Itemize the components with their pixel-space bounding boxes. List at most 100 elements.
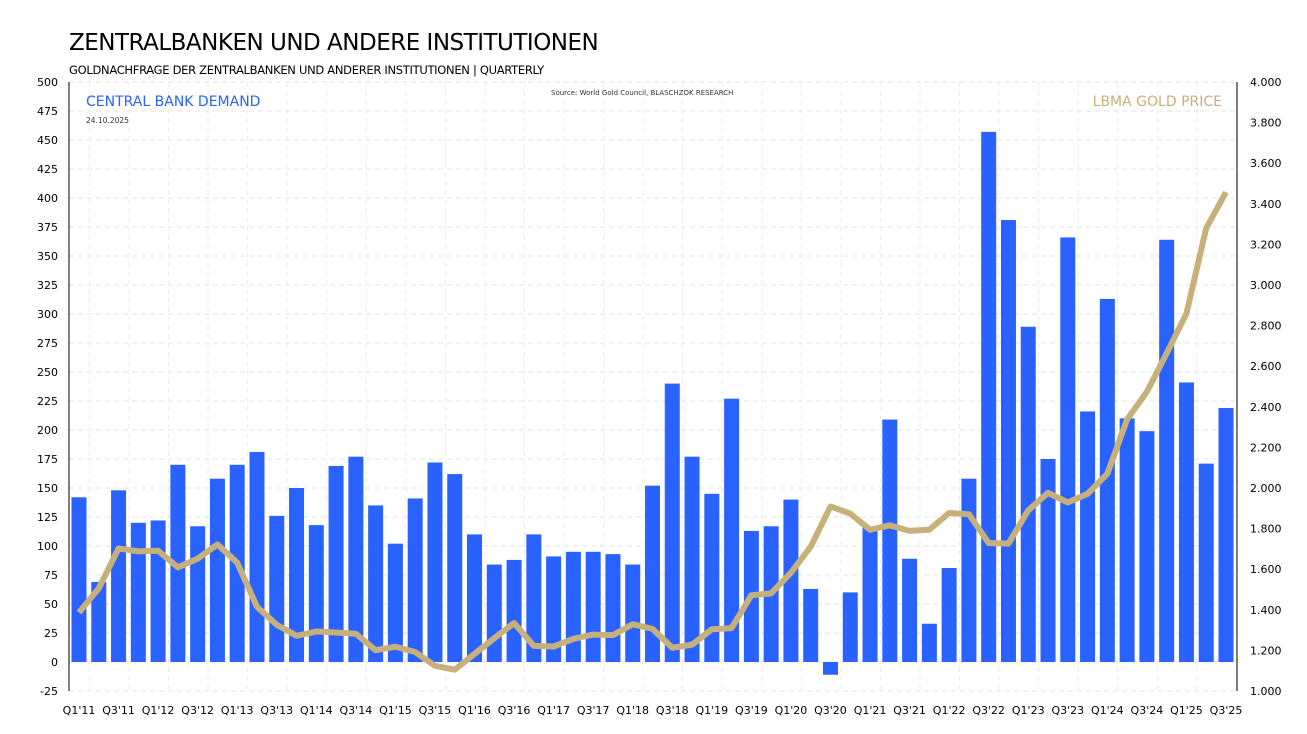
bar xyxy=(170,464,186,662)
bar xyxy=(467,534,483,662)
bar xyxy=(1000,220,1016,663)
left-tick-label: 225 xyxy=(37,395,58,408)
bar xyxy=(783,499,799,662)
x-tick-label: Q3'18 xyxy=(656,704,689,717)
x-tick-label: Q1'11 xyxy=(63,704,96,717)
x-tick-label: Q3'16 xyxy=(498,704,531,717)
bar xyxy=(348,456,364,662)
x-tick-label: Q3'15 xyxy=(419,704,452,717)
bar xyxy=(1080,411,1096,662)
x-tick-label: Q1'24 xyxy=(1091,704,1124,717)
bar xyxy=(585,551,601,662)
left-tick-label: 25 xyxy=(44,627,58,640)
bar xyxy=(130,522,146,662)
x-tick-label: Q1'15 xyxy=(379,704,412,717)
left-tick-label: 125 xyxy=(37,511,58,524)
bar xyxy=(308,525,324,662)
x-tick-label: Q3'22 xyxy=(972,704,1005,717)
bar xyxy=(150,520,166,662)
bar xyxy=(981,131,997,662)
bar xyxy=(822,662,838,675)
left-tick-label: 275 xyxy=(37,337,58,350)
right-tick-label: 2.800 xyxy=(1250,320,1282,333)
bar xyxy=(605,554,621,662)
bar xyxy=(1099,298,1115,662)
gold-price-line xyxy=(76,190,1229,673)
left-tick-label: 150 xyxy=(37,482,58,495)
right-tick-label: 2.000 xyxy=(1250,482,1282,495)
left-tick-label: 475 xyxy=(37,105,58,118)
right-tick-label: 2.600 xyxy=(1250,360,1282,373)
bar xyxy=(724,398,740,662)
chart-title: ZENTRALBANKEN UND ANDERE INSTITUTIONEN xyxy=(69,30,599,56)
x-tick-label: Q1'16 xyxy=(458,704,491,717)
bar xyxy=(941,568,957,662)
left-tick-label: 500 xyxy=(37,76,58,89)
bar xyxy=(328,465,344,662)
left-tick-label: 175 xyxy=(37,453,58,466)
right-tick-label: 2.200 xyxy=(1250,441,1282,454)
bar xyxy=(546,556,562,662)
right-tick-label: 3.200 xyxy=(1250,238,1282,251)
bar xyxy=(387,543,403,662)
left-tick-label: 375 xyxy=(37,221,58,234)
left-tick-label: 450 xyxy=(37,134,58,147)
x-tick-label: Q3'24 xyxy=(1131,704,1164,717)
left-tick-label: 100 xyxy=(37,540,58,553)
x-tick-label: Q3'20 xyxy=(814,704,847,717)
date-label: 24.10.2025 xyxy=(86,116,129,125)
bar xyxy=(664,383,680,662)
bar xyxy=(1198,463,1214,662)
bar xyxy=(882,419,898,662)
bar xyxy=(684,456,700,662)
left-tick-label: 0 xyxy=(51,656,58,669)
left-tick-label: 400 xyxy=(37,192,58,205)
left-tick-label: 325 xyxy=(37,279,58,292)
bar xyxy=(1178,382,1194,662)
right-tick-label: 3.800 xyxy=(1250,117,1282,130)
bar xyxy=(803,588,819,662)
x-tick-label: Q1'14 xyxy=(300,704,333,717)
bar xyxy=(704,493,720,662)
x-tick-label: Q1'21 xyxy=(854,704,887,717)
bar xyxy=(1040,459,1056,662)
bar xyxy=(961,478,977,662)
left-tick-label: 50 xyxy=(44,598,58,611)
bar xyxy=(565,551,581,662)
bar xyxy=(1020,326,1036,662)
price-line xyxy=(76,190,1229,673)
right-tick-label: 3.600 xyxy=(1250,157,1282,170)
axes: -25 0 25 50 75 100 125 150 175 200 225 250 275 300 325… xyxy=(37,76,1282,717)
right-tick-label: 1.000 xyxy=(1250,685,1282,698)
x-tick-label: Q3'11 xyxy=(102,704,135,717)
bar xyxy=(506,559,522,662)
bar xyxy=(862,527,878,662)
x-tick-label: Q3'12 xyxy=(181,704,214,717)
bar xyxy=(1159,239,1175,662)
x-tick-label: Q3'13 xyxy=(260,704,293,717)
bar xyxy=(921,623,937,662)
right-tick-label: 1.400 xyxy=(1250,604,1282,617)
x-tick-label: Q1'22 xyxy=(933,704,966,717)
x-tick-label: Q1'20 xyxy=(775,704,808,717)
bar xyxy=(269,515,285,662)
right-tick-label: 3.400 xyxy=(1250,198,1282,211)
bar xyxy=(427,462,443,662)
right-tick-label: 2.400 xyxy=(1250,401,1282,414)
bar xyxy=(447,474,463,662)
x-tick-label: Q1'18 xyxy=(616,704,649,717)
x-tick-label: Q1'19 xyxy=(695,704,728,717)
x-tick-label: Q3'23 xyxy=(1051,704,1084,717)
left-tick-label: 250 xyxy=(37,366,58,379)
bar xyxy=(842,592,858,662)
x-tick-label: Q1'25 xyxy=(1170,704,1203,717)
right-tick-label: 1.800 xyxy=(1250,523,1282,536)
bar xyxy=(1139,431,1155,662)
right-tick-label: 3.000 xyxy=(1250,279,1282,292)
x-tick-label: Q1'12 xyxy=(142,704,175,717)
left-tick-label: 350 xyxy=(37,250,58,263)
x-tick-label: Q3'14 xyxy=(340,704,373,717)
bar xyxy=(645,485,660,662)
bar xyxy=(209,478,225,662)
